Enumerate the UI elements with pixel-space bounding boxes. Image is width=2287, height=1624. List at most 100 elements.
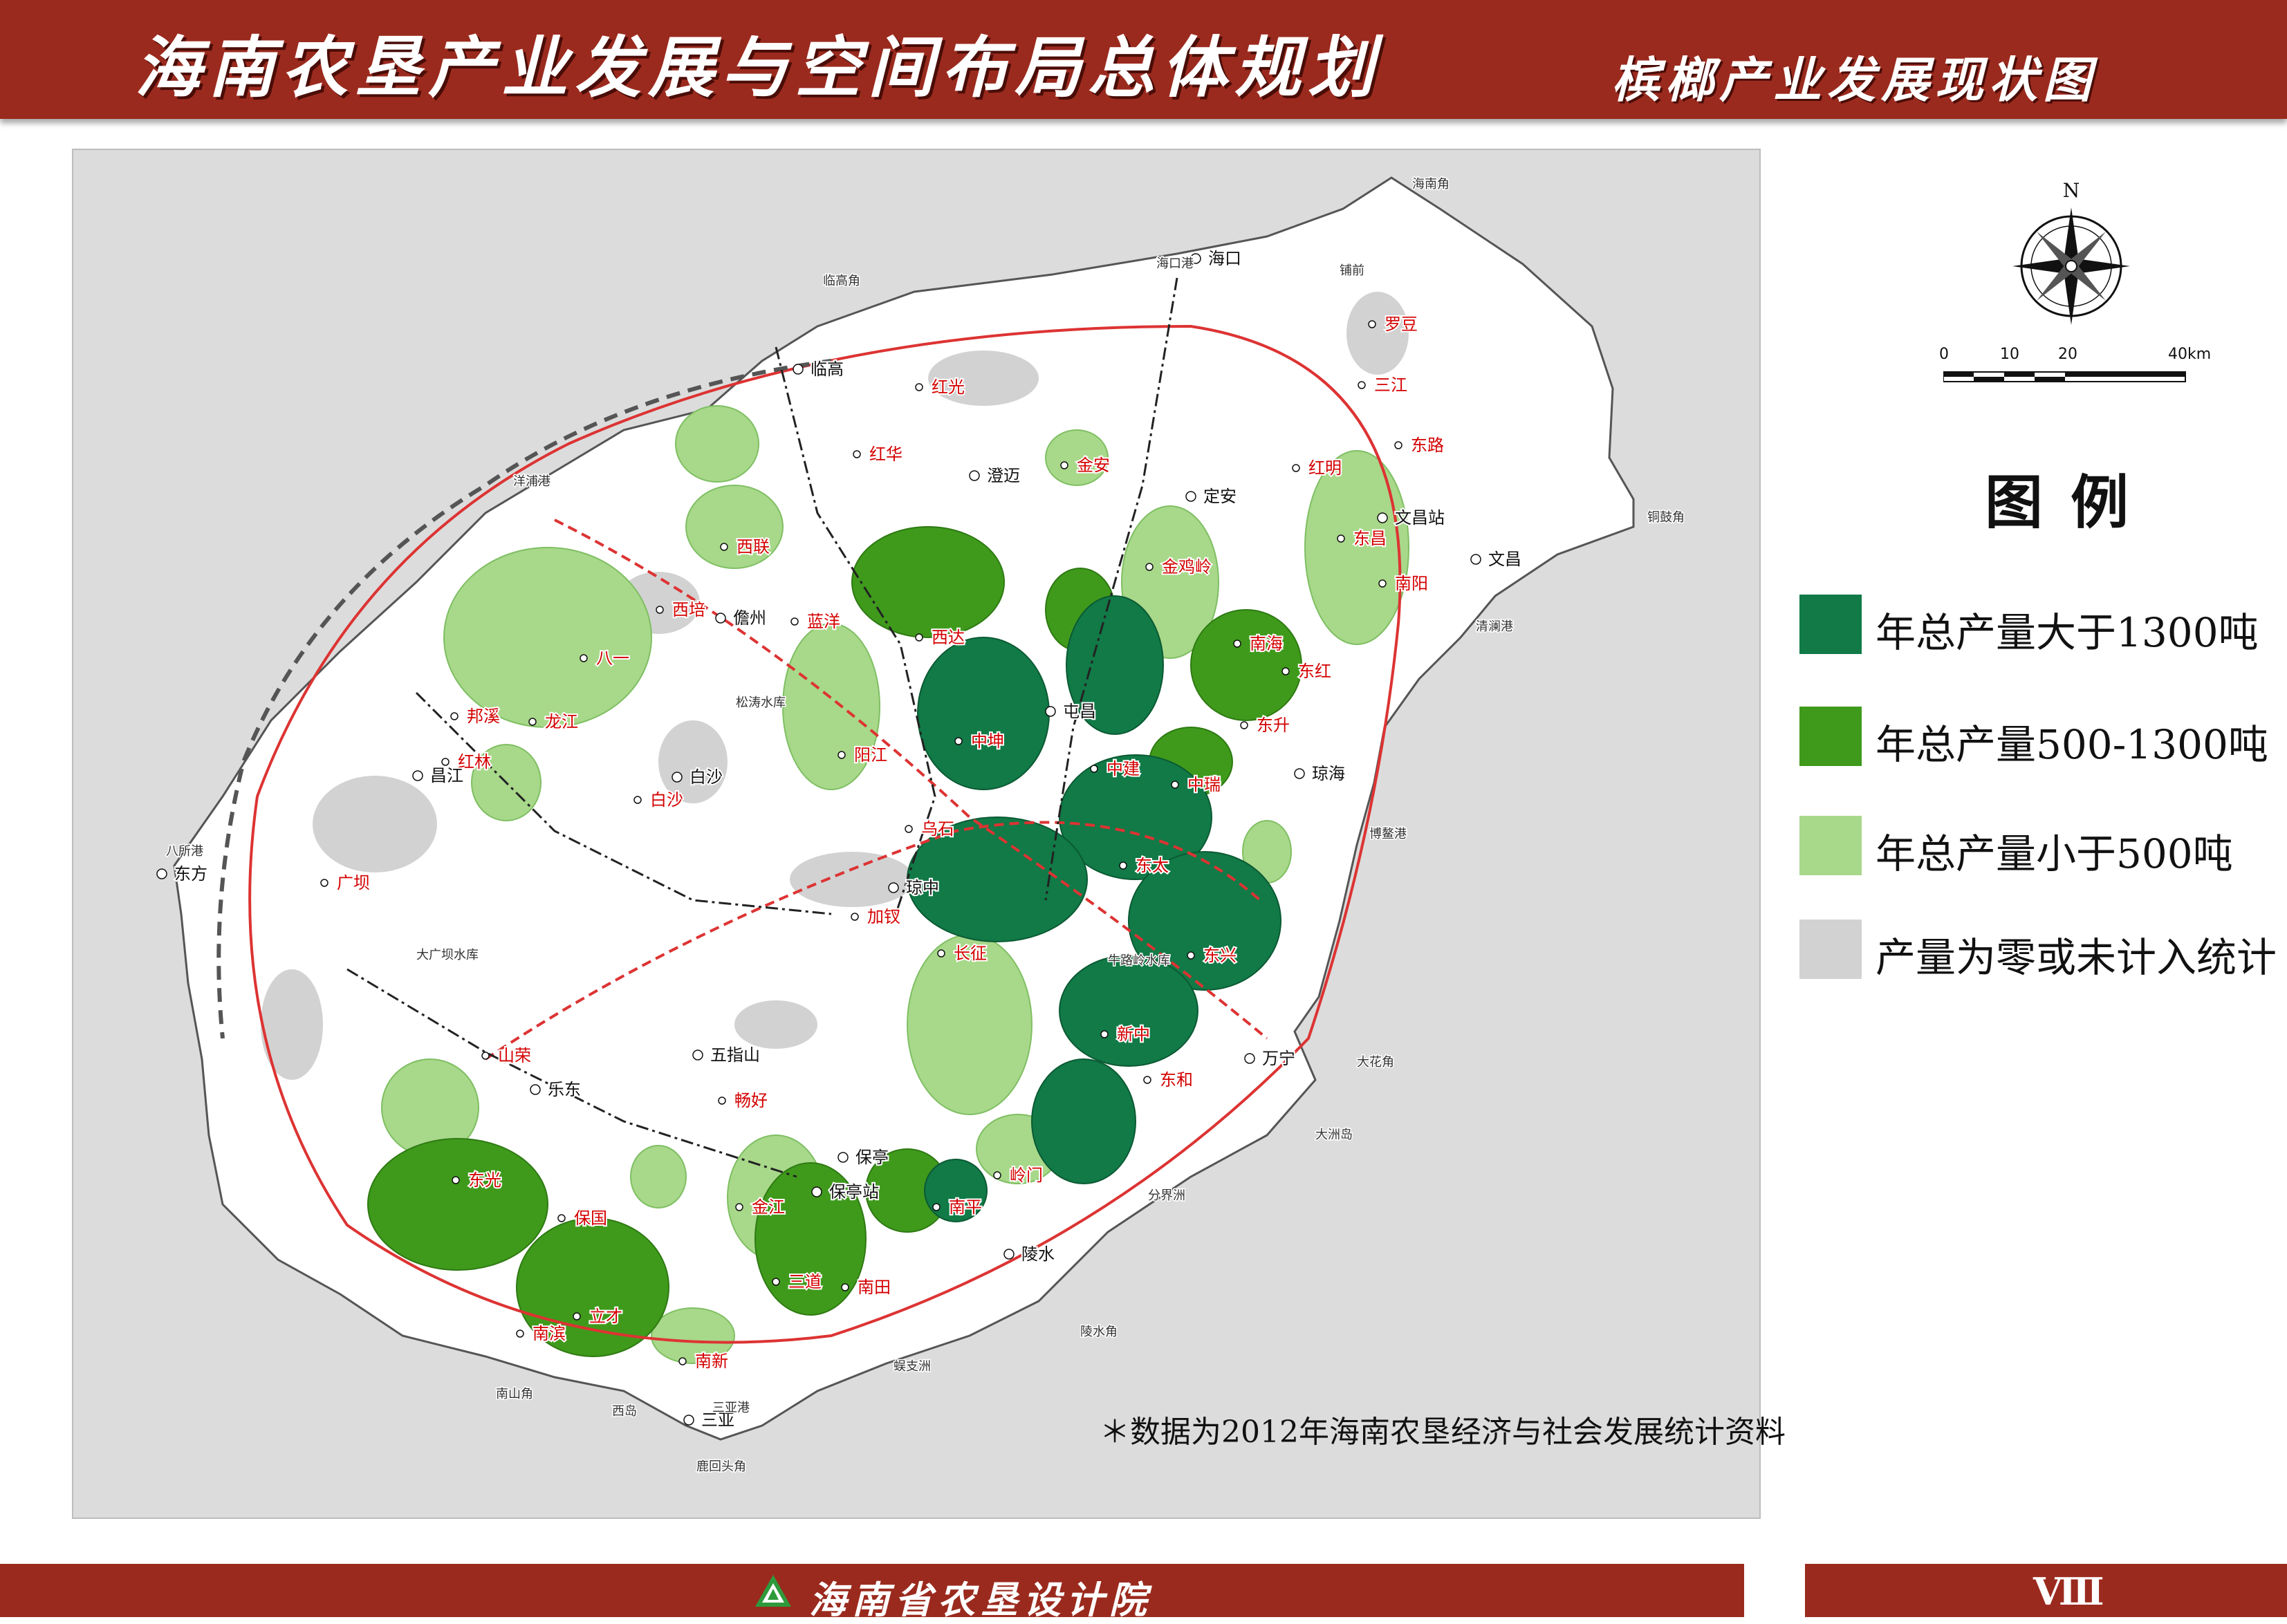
- town-14[interactable]: 乐东: [530, 1079, 582, 1101]
- farm-38[interactable]: 保国: [557, 1207, 609, 1229]
- place-label: 大花角: [1357, 1055, 1394, 1070]
- farm-43[interactable]: 立才: [573, 1305, 624, 1327]
- town-6[interactable]: 儋州: [715, 607, 768, 629]
- town-5[interactable]: 文昌: [1470, 548, 1523, 570]
- place-19[interactable]: 三亚港: [712, 1400, 751, 1417]
- farm-25[interactable]: 白沙: [633, 789, 685, 811]
- farm-17[interactable]: 邦溪: [450, 705, 501, 727]
- town-2[interactable]: 澄迈: [969, 465, 1021, 487]
- farm-29[interactable]: 加钗: [851, 906, 902, 928]
- place-4[interactable]: 清澜港: [1475, 619, 1515, 635]
- farm-34[interactable]: 东和: [1143, 1069, 1194, 1091]
- farm-40[interactable]: 南平: [932, 1196, 983, 1218]
- place-18[interactable]: 西岛: [611, 1403, 638, 1420]
- farm-30[interactable]: 长征: [937, 942, 988, 964]
- place-17[interactable]: 南山角: [495, 1386, 535, 1403]
- place-10[interactable]: 大广坝水库: [416, 947, 480, 964]
- place-16[interactable]: 蜈支洲: [893, 1359, 932, 1375]
- town-3[interactable]: 定安: [1185, 485, 1238, 507]
- farm-15[interactable]: 东红: [1281, 660, 1333, 682]
- farm-marker-icon: [516, 1329, 524, 1338]
- farm-5[interactable]: 东路: [1394, 434, 1445, 456]
- farm-31[interactable]: 东兴: [1187, 944, 1238, 967]
- farm-marker-icon: [1292, 464, 1300, 472]
- place-14[interactable]: 分界洲: [1147, 1188, 1187, 1204]
- place-5[interactable]: 铜鼓角: [1647, 510, 1686, 526]
- town-13[interactable]: 五指山: [692, 1044, 761, 1066]
- farm-13[interactable]: 西达: [915, 626, 966, 648]
- place-3[interactable]: 临高角: [822, 273, 862, 290]
- town-16[interactable]: 保亭: [837, 1146, 890, 1168]
- place-6[interactable]: 洋浦港: [512, 474, 552, 490]
- farm-18[interactable]: 龙江: [528, 711, 580, 733]
- town-9[interactable]: 昌江: [412, 765, 465, 787]
- farm-26[interactable]: 乌石: [905, 818, 956, 840]
- town-4[interactable]: 文昌站: [1377, 507, 1446, 529]
- farm-28[interactable]: 广坝: [320, 872, 371, 894]
- town-19[interactable]: 三亚: [683, 1409, 736, 1431]
- farm-21[interactable]: 红林: [441, 751, 492, 773]
- farm-3[interactable]: 罗豆: [1368, 313, 1419, 335]
- place-7[interactable]: 松涛水库: [735, 695, 787, 711]
- farm-23[interactable]: 中建: [1090, 758, 1141, 780]
- town-10[interactable]: 白沙: [672, 766, 724, 788]
- farm-41[interactable]: 三道: [772, 1271, 823, 1293]
- farm-4[interactable]: 三江: [1358, 374, 1409, 396]
- farm-2[interactable]: 红华: [853, 443, 904, 465]
- farm-0[interactable]: 红光: [915, 376, 966, 398]
- farm-9[interactable]: 西联: [720, 536, 771, 558]
- farm-20[interactable]: 东升: [1240, 714, 1291, 736]
- farm-27[interactable]: 东太: [1119, 855, 1170, 877]
- farm-label: 东太: [1136, 856, 1169, 875]
- farm-42[interactable]: 南田: [841, 1276, 892, 1298]
- farm-37[interactable]: 岭门: [993, 1164, 1044, 1186]
- farm-24[interactable]: 中瑞: [1171, 774, 1222, 796]
- farm-label: 东路: [1411, 436, 1444, 455]
- farm-marker-icon: [954, 737, 963, 745]
- place-1[interactable]: 海口港: [1156, 256, 1195, 272]
- farm-12[interactable]: 蓝洋: [790, 610, 842, 633]
- place-2[interactable]: 铺前: [1339, 263, 1366, 279]
- farm-1[interactable]: 金安: [1060, 454, 1111, 476]
- farm-22[interactable]: 阳江: [837, 744, 889, 766]
- farm-39[interactable]: 金江: [735, 1196, 786, 1218]
- farm-10[interactable]: 金鸡岭: [1145, 556, 1213, 578]
- place-20[interactable]: 鹿回头角: [696, 1459, 748, 1475]
- farm-8[interactable]: 南阳: [1378, 572, 1429, 595]
- town-8[interactable]: 琼海: [1294, 763, 1346, 785]
- town-17[interactable]: 保亭站: [811, 1181, 880, 1203]
- farm-label: 东升: [1257, 716, 1290, 735]
- town-1[interactable]: 临高: [793, 358, 845, 380]
- farm-33[interactable]: 新中: [1100, 1023, 1151, 1045]
- farm-35[interactable]: 畅好: [718, 1090, 769, 1112]
- place-8[interactable]: 八所港: [165, 843, 205, 860]
- place-12[interactable]: 大花角: [1356, 1054, 1396, 1071]
- farm-14[interactable]: 南海: [1233, 633, 1284, 655]
- place-13[interactable]: 大洲岛: [1315, 1127, 1354, 1144]
- town-11[interactable]: 琼中: [888, 877, 941, 899]
- town-7[interactable]: 屯昌: [1045, 700, 1098, 722]
- place-0[interactable]: 海南角: [1411, 176, 1451, 193]
- farm-marker-icon: [772, 1278, 780, 1286]
- farm-6[interactable]: 红明: [1292, 457, 1343, 479]
- farm-marker-icon: [1358, 381, 1366, 389]
- farm-label: 南田: [858, 1278, 891, 1297]
- farm-11[interactable]: 西培: [656, 599, 707, 621]
- town-15[interactable]: 万宁: [1244, 1047, 1297, 1070]
- farm-7[interactable]: 东昌: [1337, 528, 1388, 550]
- town-18[interactable]: 陵水: [1003, 1243, 1056, 1265]
- farm-16[interactable]: 八一: [580, 647, 631, 669]
- map-frame[interactable]: 红光金安 红华 罗豆三江东路红明东昌南阳 西联金鸡岭西培蓝洋西达 南海东红 八一邦溪 龙江中…: [72, 149, 1761, 1519]
- farm-44[interactable]: 南滨: [516, 1323, 567, 1345]
- farm-32[interactable]: 山荣: [481, 1045, 533, 1067]
- farm-36[interactable]: 东光: [452, 1169, 503, 1191]
- place-9[interactable]: 博鳌港: [1369, 826, 1408, 843]
- place-15[interactable]: 陵水角: [1080, 1324, 1119, 1341]
- town-0[interactable]: 海口: [1190, 248, 1243, 270]
- farm-label: 南海: [1250, 634, 1283, 653]
- town-12[interactable]: 东方: [156, 863, 209, 885]
- farm-45[interactable]: 南新: [678, 1350, 730, 1372]
- place-11[interactable]: 牛路岭水库: [1107, 953, 1172, 969]
- farm-19[interactable]: 中坤: [954, 730, 1006, 752]
